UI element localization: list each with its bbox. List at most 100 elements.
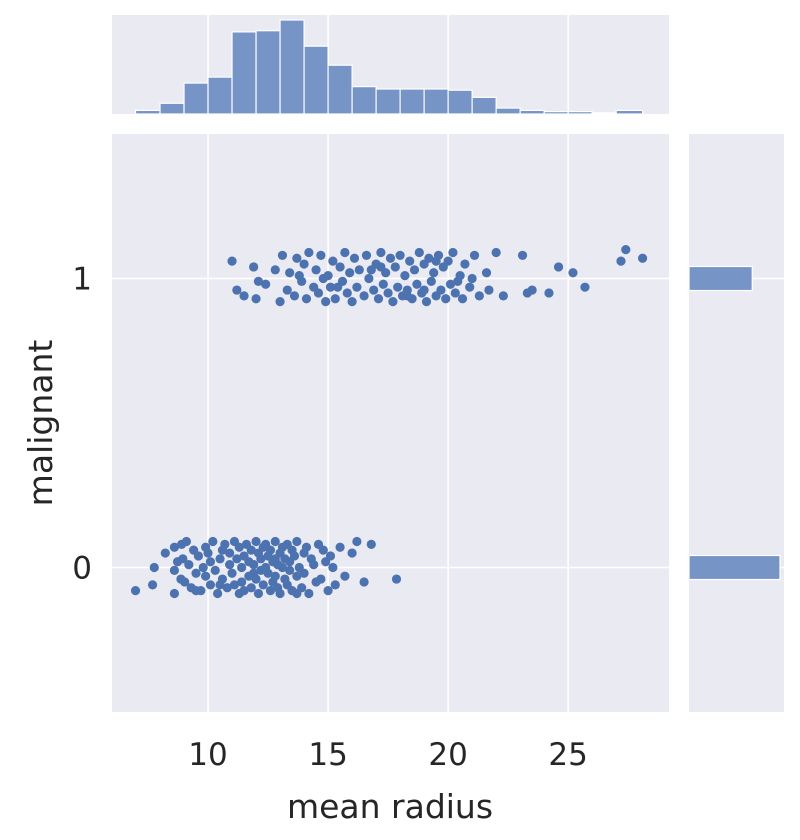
scatter-point — [169, 542, 180, 552]
scatter-point — [441, 294, 451, 304]
scatter-point — [436, 285, 446, 295]
marginal-x-bar — [423, 88, 449, 115]
scatter-point — [383, 288, 393, 298]
y-tick-labels: 01 — [72, 262, 92, 587]
marginal-y-histogram — [688, 134, 784, 712]
x-tick-label: 25 — [548, 737, 587, 773]
scatter-point — [345, 268, 355, 278]
scatter-point — [376, 247, 386, 258]
scatter-point — [580, 282, 590, 292]
scatter-point — [222, 583, 232, 593]
scatter-point — [419, 285, 429, 295]
scatter-point — [169, 588, 180, 599]
scatter-point — [364, 273, 374, 284]
scatter-point — [333, 282, 343, 292]
scatter-point — [400, 271, 410, 281]
scatter-point — [361, 250, 372, 260]
marginal-x-bar — [495, 107, 521, 115]
x-axis-label: mean radius — [287, 787, 493, 826]
scatter-point — [261, 279, 271, 289]
scatter-point — [330, 294, 340, 304]
scatter-point — [517, 250, 528, 260]
marginal-x-bar — [183, 82, 209, 115]
scatter-point — [275, 297, 285, 307]
scatter-point — [299, 259, 309, 269]
scatter-point — [325, 282, 336, 292]
marginal-x-bar — [519, 109, 545, 115]
scatter-point — [335, 542, 345, 552]
scatter-point — [498, 291, 508, 301]
marginal-x-bar — [447, 89, 473, 115]
scatter-point — [637, 253, 648, 263]
scatter-point — [251, 294, 261, 304]
scatter-point — [203, 548, 213, 558]
scatter-point — [429, 268, 439, 278]
marginal-y-bar — [688, 265, 753, 292]
scatter-point — [474, 291, 484, 301]
scatter-point — [366, 539, 376, 549]
scatter-point — [318, 545, 328, 555]
scatter-point — [373, 294, 384, 304]
scatter-point — [181, 536, 192, 547]
scatter-point — [169, 565, 180, 575]
scatter-point — [292, 588, 302, 599]
scatter-point — [409, 265, 420, 275]
x-tick-label: 10 — [188, 737, 227, 773]
scatter-point — [191, 586, 201, 596]
scatter-point — [388, 297, 398, 307]
scatter-point — [225, 548, 235, 558]
scatter-point — [256, 554, 266, 564]
scatter-point — [484, 285, 494, 295]
scatter-point — [544, 288, 554, 298]
scatter-point — [234, 542, 244, 552]
scatter-point — [180, 577, 190, 587]
scatter-point — [448, 247, 458, 258]
scatter-point — [316, 250, 326, 260]
scatter-point — [445, 279, 456, 289]
scatter-point — [311, 265, 321, 275]
marginal-x-bar — [567, 111, 593, 115]
scatter-point — [205, 557, 216, 567]
marginal-x-bar — [591, 112, 617, 115]
scatter-point — [270, 554, 280, 564]
scatter-point — [178, 554, 188, 564]
scatter-point — [391, 574, 402, 584]
scatter-point — [352, 536, 362, 547]
scatter-point — [292, 536, 302, 547]
scatter-point — [313, 288, 324, 298]
scatter-point — [130, 586, 141, 596]
scatter-point — [246, 545, 256, 555]
scatter-point — [323, 586, 333, 596]
marginal-x-bar — [207, 76, 233, 115]
scatter-point — [553, 262, 564, 272]
scatter-point — [265, 586, 276, 596]
scatter-point — [184, 560, 194, 570]
main-plot-background — [112, 134, 669, 712]
scatter-point — [239, 586, 249, 596]
scatter-point — [249, 568, 259, 578]
marginal-x-bar — [134, 109, 161, 115]
scatter-point — [457, 294, 468, 304]
scatter-point — [292, 571, 302, 581]
scatter-point — [229, 580, 240, 590]
scatter-point — [213, 588, 223, 599]
scatter-point — [299, 568, 309, 578]
scatter-point — [340, 247, 350, 258]
scatter-point — [304, 588, 314, 599]
scatter-point — [424, 253, 434, 263]
scatter-point — [285, 565, 295, 575]
scatter-point — [215, 554, 225, 564]
scatter-point — [258, 580, 268, 590]
marginal-x-bar — [159, 102, 185, 115]
scatter-point — [491, 247, 501, 258]
scatter-point — [481, 268, 492, 278]
marginal-x-bar — [255, 30, 281, 115]
marginal-y-bars — [688, 265, 781, 581]
scatter-point — [402, 291, 412, 301]
x-tick-labels: 10 15 20 25 — [188, 737, 588, 773]
scatter-point — [210, 565, 220, 575]
scatter-point — [232, 285, 242, 295]
scatter-point — [265, 545, 276, 555]
x-tick-label: 20 — [428, 737, 467, 773]
